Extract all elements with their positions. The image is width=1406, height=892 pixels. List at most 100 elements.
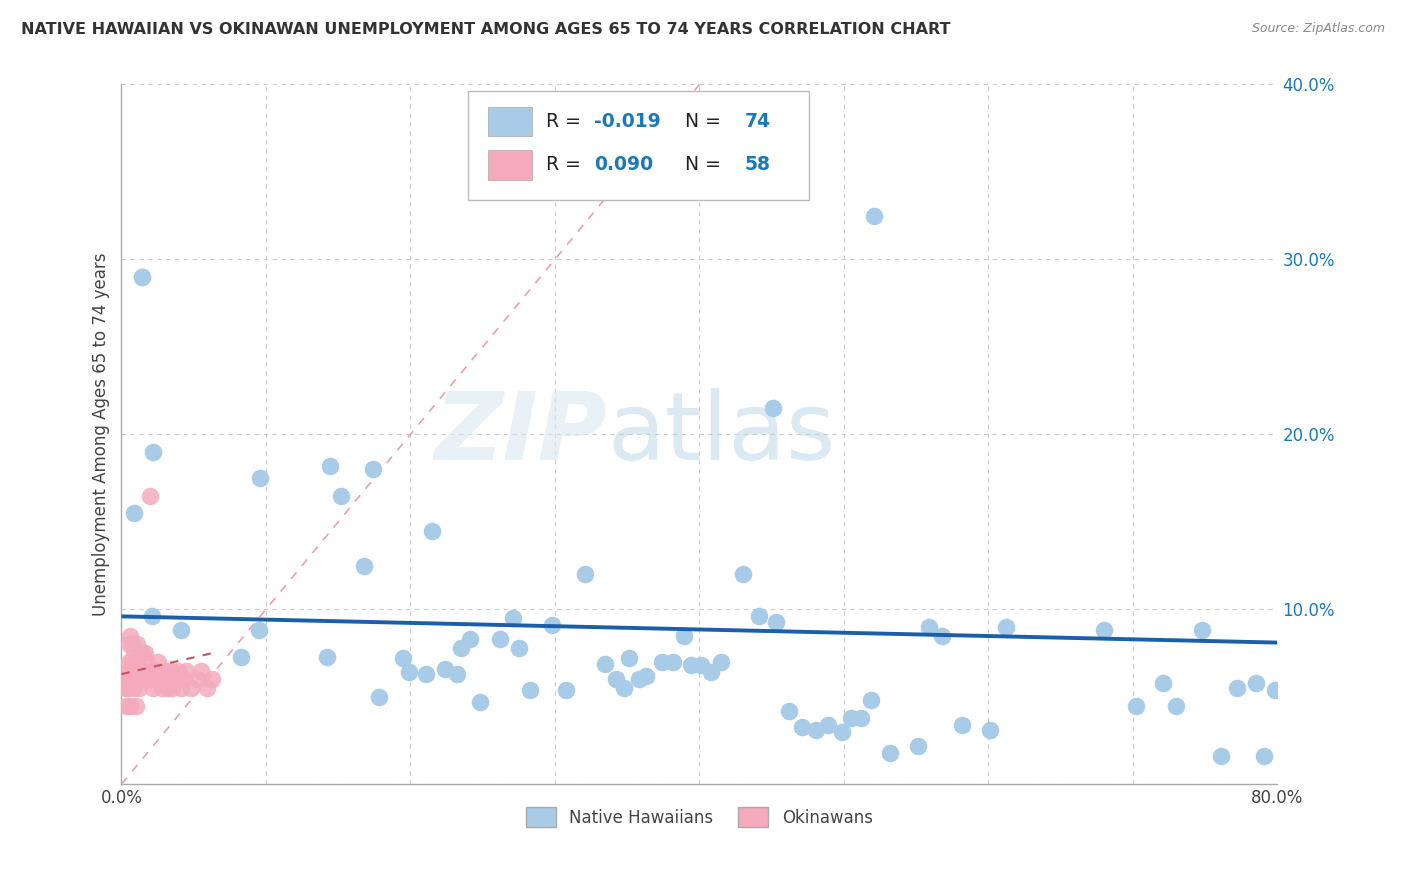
Point [231, 649, 253, 664]
Point [330, 489, 353, 503]
Point [128, 673, 150, 687]
FancyBboxPatch shape [488, 150, 531, 179]
Point [434, 662, 457, 676]
Point [689, 658, 711, 673]
Point [672, 629, 695, 643]
Point [201, 673, 224, 687]
Point [1152, 676, 1174, 690]
Point [141, 664, 163, 678]
Point [420, 524, 443, 538]
Point [1244, 676, 1267, 690]
Point [118, 655, 141, 669]
Point [120, 673, 142, 687]
Point [114, 698, 136, 713]
Point [778, 704, 800, 718]
Text: Source: ZipAtlas.com: Source: ZipAtlas.com [1251, 22, 1385, 36]
Point [180, 681, 202, 695]
FancyBboxPatch shape [488, 107, 531, 136]
Point [121, 655, 143, 669]
Point [605, 673, 627, 687]
Text: 58: 58 [745, 155, 770, 175]
Point [450, 640, 472, 655]
Point [468, 695, 491, 709]
Point [519, 682, 541, 697]
Point [731, 567, 754, 582]
Point [131, 664, 153, 678]
Point [907, 739, 929, 753]
Point [863, 209, 886, 223]
Point [112, 673, 135, 687]
Point [124, 646, 146, 660]
Point [851, 711, 873, 725]
Point [132, 664, 155, 678]
Point [127, 655, 149, 669]
Point [765, 615, 787, 629]
Point [122, 681, 145, 695]
Point [651, 655, 673, 669]
Point [156, 681, 179, 695]
Text: 74: 74 [745, 112, 770, 131]
Point [125, 664, 148, 678]
Point [1125, 698, 1147, 713]
Point [700, 665, 723, 680]
Point [121, 664, 143, 678]
Point [148, 673, 170, 687]
Point [124, 673, 146, 687]
Point [121, 637, 143, 651]
Point [190, 664, 212, 678]
Point [502, 611, 524, 625]
Point [120, 698, 142, 713]
Text: N =: N = [673, 155, 727, 175]
Point [839, 711, 862, 725]
Point [1253, 749, 1275, 764]
Point [115, 673, 138, 687]
Point [627, 673, 650, 687]
Point [950, 718, 973, 732]
Point [128, 681, 150, 695]
Text: atlas: atlas [607, 388, 835, 481]
Point [748, 609, 770, 624]
Point [166, 664, 188, 678]
Point [918, 620, 941, 634]
Text: R =: R = [546, 112, 586, 131]
Point [458, 632, 481, 646]
Point [249, 471, 271, 485]
Point [1191, 624, 1213, 638]
Text: NATIVE HAWAIIAN VS OKINAWAN UNEMPLOYMENT AMONG AGES 65 TO 74 YEARS CORRELATION C: NATIVE HAWAIIAN VS OKINAWAN UNEMPLOYMENT… [21, 22, 950, 37]
Point [125, 698, 148, 713]
Point [118, 664, 141, 678]
Point [831, 724, 853, 739]
Point [662, 655, 685, 669]
Point [367, 690, 389, 704]
Point [157, 673, 180, 687]
Point [139, 489, 162, 503]
Point [994, 620, 1017, 634]
Point [127, 637, 149, 651]
Point [595, 657, 617, 671]
Point [555, 682, 578, 697]
Point [361, 462, 384, 476]
Text: R =: R = [546, 155, 586, 175]
Point [131, 269, 153, 284]
Text: 0.090: 0.090 [595, 155, 654, 175]
Point [129, 664, 152, 678]
Point [129, 646, 152, 660]
Point [114, 681, 136, 695]
Point [446, 667, 468, 681]
Point [176, 664, 198, 678]
Point [315, 649, 337, 664]
Point [170, 681, 193, 695]
Point [1209, 749, 1232, 764]
Point [160, 681, 183, 695]
Point [142, 445, 165, 459]
Point [138, 673, 160, 687]
Point [134, 646, 156, 660]
Point [790, 720, 813, 734]
Point [143, 673, 166, 687]
Point [195, 681, 218, 695]
Point [806, 723, 828, 737]
Point [574, 567, 596, 582]
Point [132, 646, 155, 660]
Text: ZIP: ZIP [434, 388, 607, 481]
Text: N =: N = [673, 112, 727, 131]
